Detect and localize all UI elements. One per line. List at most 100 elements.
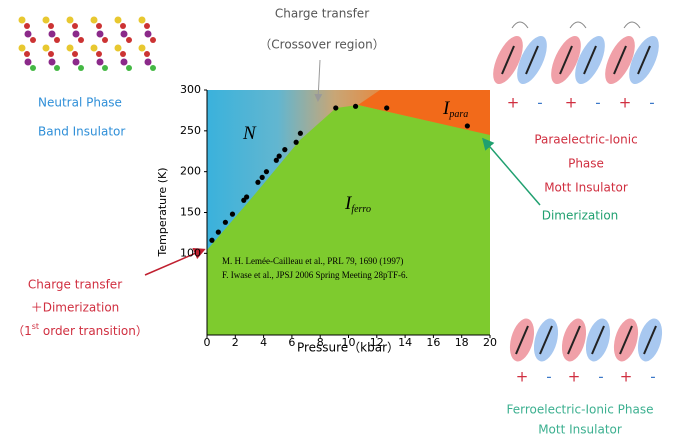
data-point bbox=[244, 194, 249, 199]
y-axis-label: Temperature (K) bbox=[156, 168, 169, 258]
atom bbox=[19, 45, 26, 52]
data-point bbox=[277, 154, 282, 159]
charge-sign: + bbox=[568, 368, 581, 386]
atom bbox=[139, 45, 146, 52]
atom bbox=[25, 59, 32, 66]
atom bbox=[121, 31, 128, 38]
charge-sign: + bbox=[516, 368, 529, 386]
atom bbox=[126, 37, 132, 43]
atom bbox=[97, 59, 104, 66]
citation: F. Iwase et al., JPSJ 2006 Spring Meetin… bbox=[222, 270, 408, 280]
citation: M. H. Lemée-Cailleau et al., PRL 79, 169… bbox=[222, 256, 403, 266]
annotation: Paraelectric-Ionic bbox=[534, 133, 637, 147]
annotation: Mott Insulator bbox=[538, 423, 622, 437]
annotation: Neutral Phase bbox=[38, 96, 122, 110]
data-point bbox=[465, 123, 470, 128]
atom bbox=[144, 23, 150, 29]
atom bbox=[120, 51, 126, 57]
x-tick-label: 0 bbox=[204, 336, 211, 349]
atom bbox=[24, 23, 30, 29]
x-tick-label: 12 bbox=[370, 336, 384, 349]
data-point bbox=[223, 220, 228, 225]
charge-sign: - bbox=[595, 94, 600, 112]
atom bbox=[48, 23, 54, 29]
annotation: （Crossover region） bbox=[259, 38, 384, 52]
atom bbox=[72, 23, 78, 29]
atom bbox=[126, 65, 132, 71]
atom bbox=[102, 37, 108, 43]
atom bbox=[139, 17, 146, 24]
y-tick-label: 250 bbox=[180, 124, 201, 137]
charge-sign: - bbox=[649, 94, 654, 112]
atom bbox=[145, 59, 152, 66]
bond bbox=[570, 22, 586, 28]
data-point bbox=[260, 175, 265, 180]
charge-sign: + bbox=[619, 94, 632, 112]
atom bbox=[96, 23, 102, 29]
x-tick-label: 8 bbox=[317, 336, 324, 349]
annotation: Mott Insulator bbox=[544, 181, 628, 195]
atom bbox=[30, 65, 36, 71]
x-tick-label: 2 bbox=[232, 336, 239, 349]
annotation: Charge transfer bbox=[275, 7, 369, 21]
data-point bbox=[230, 212, 235, 217]
atom bbox=[48, 51, 54, 57]
atom bbox=[115, 45, 122, 52]
atom bbox=[102, 65, 108, 71]
charge-sign: - bbox=[546, 368, 551, 386]
x-tick-label: 4 bbox=[260, 336, 267, 349]
region-label-main: N bbox=[242, 123, 257, 144]
atom bbox=[30, 37, 36, 43]
atom bbox=[43, 45, 50, 52]
atom bbox=[25, 31, 32, 38]
annotation: Charge transfer bbox=[28, 278, 122, 292]
atom bbox=[78, 37, 84, 43]
annotation-part: （1 bbox=[12, 324, 32, 338]
atom bbox=[120, 23, 126, 29]
y-tick-label: 200 bbox=[180, 165, 201, 178]
data-point bbox=[282, 147, 287, 152]
region-label-sub: ferro bbox=[351, 204, 371, 215]
arrow bbox=[484, 140, 540, 205]
data-point bbox=[333, 105, 338, 110]
data-point bbox=[384, 105, 389, 110]
atom bbox=[54, 37, 60, 43]
atom bbox=[91, 17, 98, 24]
annotation: ＋Dimerization bbox=[31, 301, 120, 315]
bond bbox=[624, 22, 640, 28]
charge-sign: - bbox=[537, 94, 542, 112]
data-point bbox=[264, 169, 269, 174]
charge-sign: + bbox=[507, 94, 520, 112]
region-label-sub: para bbox=[448, 109, 468, 120]
atom bbox=[72, 51, 78, 57]
atom bbox=[49, 59, 56, 66]
atom bbox=[73, 59, 80, 66]
atom bbox=[150, 65, 156, 71]
annotation: Band Insulator bbox=[38, 125, 125, 139]
atom bbox=[24, 51, 30, 57]
atom bbox=[54, 65, 60, 71]
charge-sign: + bbox=[565, 94, 578, 112]
x-tick-label: 18 bbox=[455, 336, 469, 349]
atom bbox=[43, 17, 50, 24]
region-label: N bbox=[242, 123, 257, 144]
atom bbox=[73, 31, 80, 38]
x-tick-label: 14 bbox=[398, 336, 412, 349]
annotation: （1st order transition） bbox=[12, 322, 148, 338]
annotation: Phase bbox=[568, 157, 604, 171]
atom bbox=[78, 65, 84, 71]
data-point bbox=[294, 140, 299, 145]
figure: NIferroIpara M. H. Lemée-Cailleau et al.… bbox=[0, 0, 676, 437]
data-point bbox=[255, 180, 260, 185]
x-tick-label: 10 bbox=[342, 336, 356, 349]
atom bbox=[67, 17, 74, 24]
data-point bbox=[209, 238, 214, 243]
data-point bbox=[216, 230, 221, 235]
x-tick-label: 6 bbox=[288, 336, 295, 349]
data-point bbox=[353, 104, 358, 109]
atom bbox=[67, 45, 74, 52]
annotation: Dimerization bbox=[542, 209, 619, 223]
atom bbox=[115, 17, 122, 24]
atom bbox=[144, 51, 150, 57]
atom bbox=[91, 45, 98, 52]
